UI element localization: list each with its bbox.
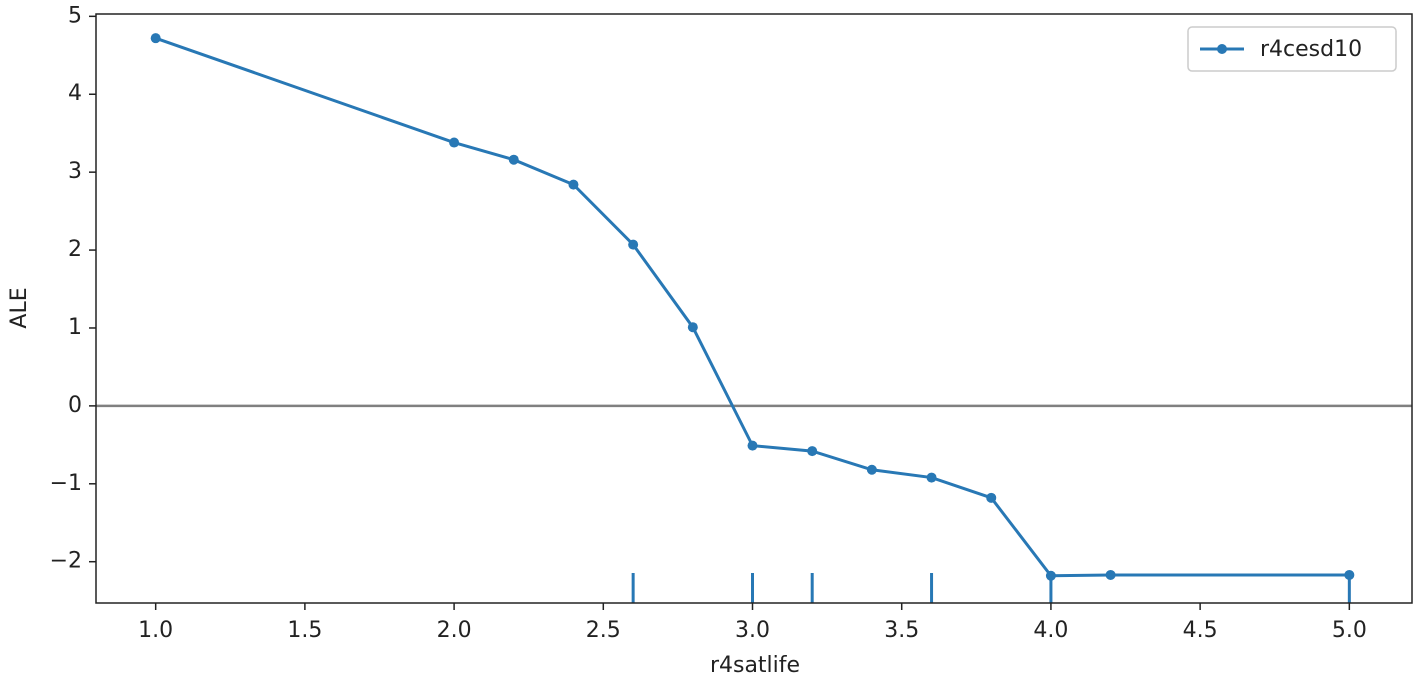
- point: [807, 446, 818, 457]
- x-tick-label: 4.0: [1033, 618, 1068, 643]
- x-tick-label: 1.5: [287, 618, 322, 643]
- point: [1045, 570, 1056, 581]
- point: [568, 179, 579, 190]
- point: [1344, 569, 1355, 580]
- point: [747, 440, 758, 451]
- y-tick-label: 0: [68, 393, 82, 418]
- y-tick-label: −2: [50, 549, 82, 574]
- x-axis-label: r4satlife: [710, 653, 800, 678]
- plot-frame: [95, 13, 1413, 604]
- legend-label: r4cesd10: [1260, 37, 1362, 62]
- point: [150, 33, 161, 44]
- x-tick-label: 5.0: [1332, 618, 1367, 643]
- x-tick-label: 2.0: [437, 618, 472, 643]
- y-tick-label: 5: [68, 3, 82, 28]
- x-tick-label: 1.0: [138, 618, 173, 643]
- point: [986, 492, 997, 503]
- y-tick-label: 3: [68, 159, 82, 184]
- line: [155, 36, 1350, 578]
- point: [926, 472, 937, 483]
- y-tick-label: −1: [50, 471, 82, 496]
- x-tick-label: 3.5: [884, 618, 919, 643]
- x-tick-label: 2.5: [586, 618, 621, 643]
- point: [508, 154, 519, 165]
- y-tick-label: 4: [68, 81, 82, 106]
- point: [449, 137, 460, 148]
- x-tick-label: 4.5: [1183, 618, 1218, 643]
- legend-box: [1187, 26, 1397, 72]
- y-axis-label: ALE: [7, 287, 32, 328]
- point: [1105, 569, 1116, 580]
- y-tick-label: 1: [68, 315, 82, 340]
- legend-marker: [1217, 44, 1227, 54]
- x-tick-label: 3.0: [735, 618, 770, 643]
- point: [866, 464, 877, 475]
- point: [628, 239, 639, 250]
- point: [687, 322, 698, 333]
- y-tick-label: 2: [68, 237, 82, 262]
